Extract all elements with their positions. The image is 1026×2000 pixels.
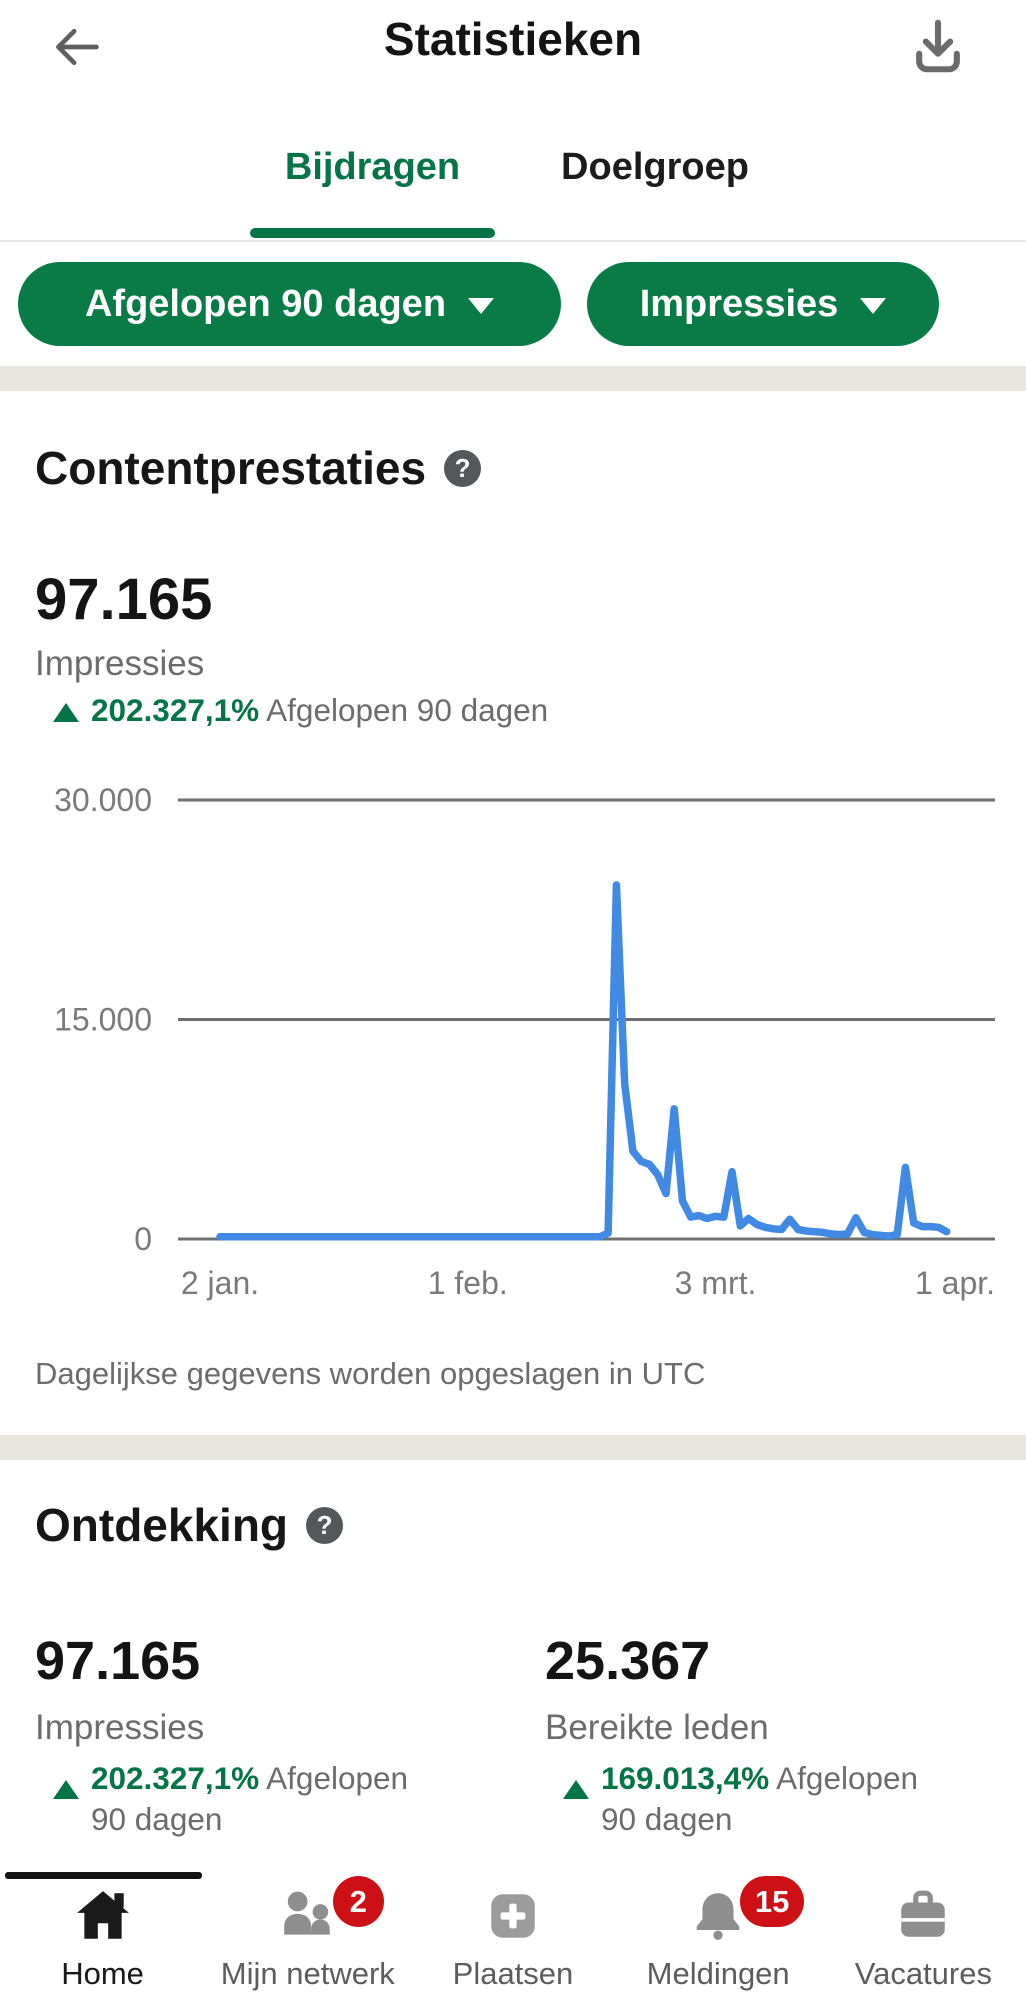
page-title: Statistieken [383,13,643,65]
stat-value: 25.367 [545,1631,711,1691]
chevron-down-icon [860,298,887,314]
chevron-down-icon [468,298,495,314]
plus-square-icon [491,1894,535,1938]
increase-arrow-icon [53,703,79,722]
x-axis-tick-label: 1 apr. [915,1265,995,1301]
impressions-total: 97.165 [35,567,213,632]
nav-label: Plaatsen [452,1956,574,1991]
nav-items: Home 2 Mijn netwerk [0,1876,1026,1992]
section-title: Ontdekking [35,1499,289,1551]
section-title: Contentprestaties [35,442,427,494]
people-icon-wrap: 2 [205,1876,410,1952]
help-icon[interactable]: ? [444,449,482,487]
home-icon-wrap [0,1880,205,1952]
bell-icon [696,1893,740,1940]
change-period: Afgelopen 90 dagen [601,1760,919,1837]
discovery-stat-members-reached: 25.367 Bereikte leden 169.013,4% Afgelop… [545,1630,1005,1840]
nav-label: Vacatures [854,1956,992,1991]
impressions-line-series [216,881,951,1241]
date-range-dropdown[interactable]: Afgelopen 90 dagen [18,262,561,346]
stat-change-row: 202.327,1% Afgelopen 90 dagen [35,1758,515,1840]
tab-doelgroep[interactable]: Doelgroep [548,146,762,189]
change-period: Afgelopen 90 dagen [91,1760,409,1837]
impressions-change-row: 202.327,1% Afgelopen 90 dagen [35,692,548,729]
back-button[interactable] [44,16,108,78]
increase-arrow-icon [563,1780,589,1799]
back-arrow-icon [56,28,99,66]
nav-item-vacatures[interactable]: Vacatures [821,1880,1026,1992]
date-range-label: Afgelopen 90 dagen [84,282,447,325]
stat-change-text: 169.013,4% Afgelopen 90 dagen [601,1758,957,1840]
impressions-chart[interactable]: 0 15.000 30.000 2 jan. 1 feb. 3 mrt. 1 apr. [0,760,1026,1320]
y-axis-tick-label: 0 [134,1221,152,1257]
active-nav-indicator [5,1872,202,1879]
change-percent: 202.327,1% [91,1760,260,1796]
briefcase-icon-wrap [821,1880,1026,1952]
bell-icon-wrap: 15 [616,1876,821,1952]
impressions-change-text: 202.327,1% Afgelopen 90 dagen [91,692,548,729]
nav-item-plaatsen[interactable]: Plaatsen [410,1880,615,1992]
stat-change-text: 202.327,1% Afgelopen 90 dagen [91,1758,447,1840]
nav-label: Meldingen [646,1956,790,1991]
y-axis-tick-label: 30.000 [54,782,152,818]
stat-label: Bereikte leden [545,1708,769,1747]
impressions-metric-label: Impressies [35,644,205,683]
increase-arrow-icon [53,1780,79,1799]
x-axis-tick-label: 2 jan. [181,1265,259,1301]
nav-item-mijn-netwerk[interactable]: 2 Mijn netwerk [205,1876,410,1992]
header: Statistieken [0,0,1026,92]
stat-change-row: 169.013,4% Afgelopen 90 dagen [545,1758,1005,1840]
metric-dropdown[interactable]: Impressies [587,262,939,346]
stat-value: 97.165 [35,1631,201,1691]
download-icon [916,19,960,73]
active-tab-indicator [250,228,495,238]
y-axis-tick-label: 15.000 [54,1002,152,1038]
stat-label: Impressies [35,1708,205,1747]
plus-square-icon-wrap [410,1880,615,1952]
briefcase-icon [901,1890,946,1937]
bottom-navbar: Home 2 Mijn netwerk [0,1872,1026,2000]
download-button[interactable] [898,12,978,80]
change-percent: 169.013,4% [601,1760,770,1796]
metric-dropdown-label: Impressies [639,282,839,325]
chart-footnote: Dagelijkse gegevens worden opgeslagen in… [35,1356,706,1391]
nav-label: Home [61,1956,144,1991]
nav-item-home[interactable]: Home [0,1880,205,1992]
discovery-header: Ontdekking ? [35,1498,344,1552]
x-axis-tick-label: 3 mrt. [675,1265,757,1301]
tab-bijdragen[interactable]: Bijdragen [250,146,495,189]
section-divider [0,1435,1026,1460]
content-performance-header: Contentprestaties ? [35,441,482,495]
x-axis-tick-label: 1 feb. [428,1265,508,1301]
notification-badge: 15 [740,1876,805,1927]
change-period: Afgelopen 90 dagen [266,692,549,728]
nav-item-meldingen[interactable]: 15 Meldingen [616,1876,821,1992]
home-icon [76,1891,129,1939]
people-icon [283,1891,330,1935]
section-divider [0,366,1026,391]
tabs-divider [0,240,1026,242]
help-icon[interactable]: ? [306,1506,344,1544]
discovery-stat-impressions: 97.165 Impressies 202.327,1% Afgelopen 9… [35,1630,515,1840]
notification-badge: 2 [332,1876,384,1927]
nav-label: Mijn netwerk [220,1956,395,1991]
change-percent: 202.327,1% [91,692,260,728]
